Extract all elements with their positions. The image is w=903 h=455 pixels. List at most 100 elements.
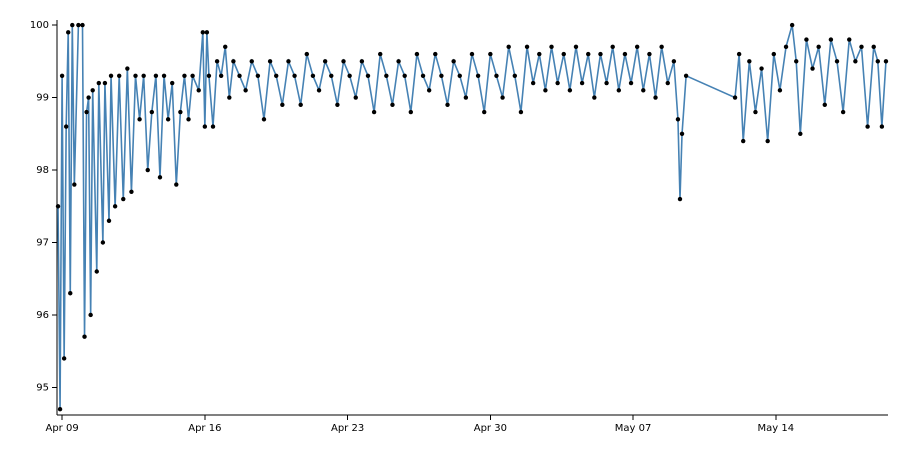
data-point xyxy=(261,117,267,122)
data-point xyxy=(384,73,389,79)
data-point xyxy=(879,124,885,129)
data-point xyxy=(402,73,407,79)
data-point xyxy=(488,51,493,57)
data-point xyxy=(178,109,183,115)
data-point xyxy=(579,80,585,86)
data-point xyxy=(206,73,212,79)
data-point xyxy=(63,124,69,129)
x-tick-label: May 14 xyxy=(758,423,795,434)
data-point xyxy=(80,22,85,28)
data-point xyxy=(210,124,216,129)
y-tick-label: 96 xyxy=(36,310,49,321)
data-point xyxy=(274,73,279,79)
data-point xyxy=(322,59,328,64)
data-point xyxy=(106,218,112,223)
y-tick-label: 100 xyxy=(30,20,49,31)
data-point xyxy=(586,51,591,57)
data-point xyxy=(202,124,208,129)
data-point xyxy=(100,240,106,245)
data-point xyxy=(794,59,799,64)
data-point xyxy=(871,44,876,50)
data-point xyxy=(129,189,134,194)
data-point xyxy=(335,102,340,107)
data-point xyxy=(822,102,827,107)
data-point xyxy=(604,80,609,86)
data-point xyxy=(408,109,414,115)
data-point xyxy=(810,66,815,71)
data-point xyxy=(94,269,99,274)
data-point xyxy=(512,73,518,79)
data-point xyxy=(310,73,316,79)
data-point xyxy=(677,196,683,202)
data-point xyxy=(433,51,438,57)
y-tick-label: 95 xyxy=(36,382,49,393)
x-tick-label: Apr 23 xyxy=(331,423,364,434)
data-point xyxy=(840,109,846,115)
data-point xyxy=(875,59,881,64)
data-point xyxy=(420,73,426,79)
data-line xyxy=(57,24,887,410)
data-point xyxy=(426,88,432,93)
data-point xyxy=(543,88,548,93)
data-point xyxy=(683,73,689,79)
data-point xyxy=(628,80,634,86)
data-point xyxy=(125,66,130,71)
data-point xyxy=(622,51,628,57)
data-point xyxy=(847,37,852,42)
data-point xyxy=(494,73,499,79)
y-tick-label: 97 xyxy=(36,238,49,249)
data-point xyxy=(555,80,560,86)
data-point xyxy=(549,44,554,50)
data-point xyxy=(732,95,738,100)
data-point xyxy=(834,59,840,64)
data-point xyxy=(218,73,224,79)
data-point xyxy=(804,37,809,42)
data-point xyxy=(798,131,803,136)
x-tick-label: Apr 09 xyxy=(45,423,78,434)
data-point xyxy=(249,59,254,64)
data-point xyxy=(304,51,310,57)
data-point xyxy=(292,73,297,79)
data-point xyxy=(108,73,114,79)
data-point xyxy=(573,44,579,50)
data-point xyxy=(186,117,191,122)
data-point xyxy=(753,109,758,115)
data-point xyxy=(66,30,71,35)
data-point xyxy=(524,44,530,50)
data-point xyxy=(76,22,81,28)
data-point xyxy=(653,95,658,100)
data-point xyxy=(353,95,358,100)
data-point xyxy=(865,124,870,129)
data-point xyxy=(736,51,742,57)
data-point xyxy=(165,117,171,122)
data-point xyxy=(759,66,764,71)
data-point xyxy=(451,59,456,64)
data-point xyxy=(133,73,138,79)
data-point xyxy=(61,356,67,361)
data-point xyxy=(537,51,542,57)
y-tick-label: 99 xyxy=(36,93,49,104)
data-point xyxy=(70,22,75,28)
data-point xyxy=(316,88,322,93)
data-point xyxy=(341,59,346,64)
data-point xyxy=(267,59,273,64)
data-point xyxy=(530,80,536,86)
data-point xyxy=(828,37,834,42)
data-point xyxy=(665,80,670,86)
data-point xyxy=(457,73,462,79)
data-point xyxy=(84,109,89,115)
data-point xyxy=(137,117,142,122)
data-point xyxy=(102,80,108,86)
data-point xyxy=(223,44,228,50)
data-point xyxy=(561,51,566,57)
data-point xyxy=(634,44,640,50)
data-point xyxy=(859,44,864,50)
data-point xyxy=(445,102,450,107)
data-point xyxy=(196,88,201,93)
data-point xyxy=(174,182,179,187)
data-point xyxy=(141,73,146,79)
data-point xyxy=(365,73,371,79)
data-point xyxy=(463,95,469,100)
data-point xyxy=(853,59,858,64)
